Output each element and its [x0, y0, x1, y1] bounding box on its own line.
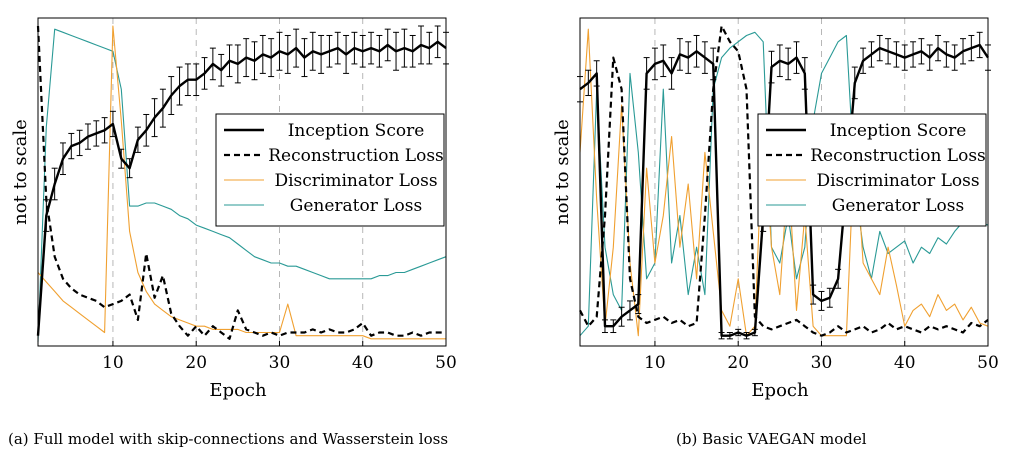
y-axis-label: not to scale — [10, 119, 31, 225]
legend-label: Generator Loss — [832, 196, 964, 216]
series-discriminator-loss-line — [579, 28, 989, 337]
series-reconstruction-loss-line — [36, 25, 446, 340]
chart-b: 10 20 30 40 50 Epoch not to scale Inception Sco… — [552, 17, 999, 401]
x-tick-label: 50 — [435, 353, 457, 373]
legend-label: Discriminator Loss — [816, 171, 979, 191]
x-tick-label: 10 — [644, 353, 666, 373]
caption-a: (a) Full model with skip-connections and… — [8, 430, 449, 448]
legend-label: Reconstruction Loss — [268, 146, 444, 166]
legend-label: Inception Score — [830, 121, 967, 141]
series-reconstruction-loss-line — [579, 24, 989, 337]
chart-a: 10 20 30 40 50 Epoch not to scale Inception Sco… — [10, 17, 457, 401]
x-tick-label: 50 — [977, 353, 999, 373]
legend-label: Discriminator Loss — [274, 171, 437, 191]
x-tick-label: 40 — [894, 353, 916, 373]
legend-box — [757, 113, 987, 227]
x-tick-label: 20 — [727, 353, 749, 373]
series-inception-score-line — [579, 43, 990, 337]
caption-b: (b) Basic VAEGAN model — [676, 430, 867, 448]
x-axis-label: Epoch — [209, 380, 267, 401]
x-tick-label: 30 — [811, 353, 833, 373]
plot-frame — [579, 17, 989, 347]
x-tick-label: 40 — [352, 353, 374, 373]
x-tick-label: 10 — [102, 353, 124, 373]
series-discriminator-loss-line — [37, 25, 446, 340]
legend-box — [215, 113, 445, 227]
plot-frame — [37, 17, 447, 347]
x-tick-label: 20 — [185, 353, 207, 373]
legend-label: Generator Loss — [290, 196, 422, 216]
y-axis-label: not to scale — [552, 119, 573, 225]
x-axis-label: Epoch — [751, 380, 809, 401]
series-generator-loss-line — [37, 28, 447, 343]
legend-label: Reconstruction Loss — [810, 146, 986, 166]
x-tick-label: 30 — [269, 353, 291, 373]
series-inception-score-line — [36, 40, 447, 336]
legend-label: Inception Score — [288, 121, 425, 141]
